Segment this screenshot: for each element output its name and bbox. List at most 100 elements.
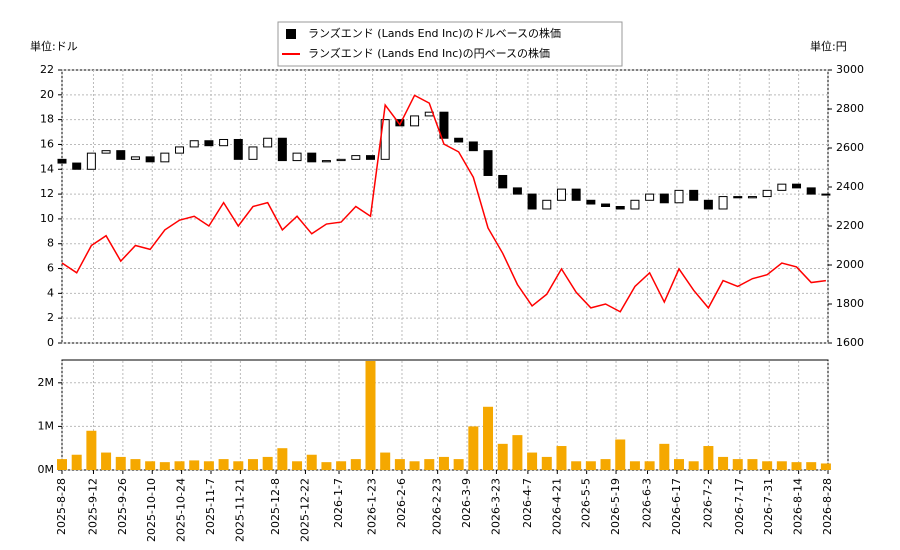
x-tick-label: 2025-8-28 bbox=[55, 478, 68, 535]
x-tick-label: 2026-6-3 bbox=[641, 478, 654, 528]
candle bbox=[439, 111, 449, 139]
volume-bar bbox=[424, 459, 435, 470]
volume-bar bbox=[644, 461, 655, 470]
candle bbox=[160, 152, 170, 163]
candle bbox=[189, 140, 199, 148]
x-tick-label: 2026-7-2 bbox=[701, 478, 714, 528]
candle bbox=[630, 199, 640, 210]
candle bbox=[175, 146, 185, 154]
volume-bar bbox=[820, 463, 831, 470]
volume-bar bbox=[306, 454, 317, 470]
candle bbox=[292, 152, 302, 162]
volume-bar bbox=[380, 452, 391, 470]
candle bbox=[219, 138, 229, 147]
volume-bar bbox=[541, 456, 552, 470]
candle bbox=[410, 115, 420, 127]
volume-bar bbox=[71, 454, 82, 470]
y2-tick-label: 1800 bbox=[836, 297, 864, 310]
candle bbox=[703, 199, 713, 210]
legend-label: ランズエンド (Lands End Inc)のドルベースの株価 bbox=[308, 26, 561, 40]
volume-bar bbox=[203, 461, 214, 470]
y2-tick-label: 3000 bbox=[836, 63, 864, 76]
y2-tick-label: 2800 bbox=[836, 102, 864, 115]
volume-bar bbox=[512, 435, 523, 470]
volume-bar bbox=[336, 461, 347, 470]
candle bbox=[659, 193, 669, 204]
y-tick-label: 18 bbox=[40, 113, 54, 126]
volume-bar bbox=[718, 456, 729, 470]
candle bbox=[321, 160, 331, 163]
x-tick-label: 2025-12-22 bbox=[298, 478, 311, 542]
volume-bar bbox=[350, 459, 361, 470]
volume-bar bbox=[409, 461, 420, 470]
candle bbox=[233, 138, 243, 160]
volume-bar bbox=[174, 461, 185, 470]
volume-bar bbox=[438, 456, 449, 470]
y-tick-label: 2 bbox=[47, 311, 54, 324]
y-tick-label: 2M bbox=[38, 376, 55, 389]
x-tick-label: 2026-7-17 bbox=[733, 478, 746, 535]
x-tick-label: 2026-1-7 bbox=[332, 478, 345, 528]
candle bbox=[248, 146, 258, 160]
candle bbox=[116, 150, 126, 160]
y2-tick-label: 2600 bbox=[836, 141, 864, 154]
candle bbox=[601, 203, 611, 208]
y-tick-label: 12 bbox=[40, 187, 54, 200]
volume-bar bbox=[703, 446, 714, 470]
volume-bar bbox=[277, 448, 288, 470]
candle bbox=[689, 189, 699, 201]
y-tick-label: 6 bbox=[47, 262, 54, 275]
x-tick-label: 2025-11-21 bbox=[233, 478, 246, 542]
x-tick-label: 2026-3-9 bbox=[460, 478, 473, 528]
x-tick-label: 2026-1-23 bbox=[366, 478, 379, 535]
candle bbox=[277, 137, 287, 162]
y2-tick-label: 1600 bbox=[836, 336, 864, 349]
legend bbox=[277, 21, 623, 67]
volume-bar bbox=[292, 461, 303, 470]
legend-label: ランズエンド (Lands End Inc)の円ベースの株価 bbox=[308, 46, 550, 60]
volume-bar bbox=[453, 459, 464, 470]
volume-bar bbox=[159, 462, 170, 470]
x-tick-label: 2026-5-19 bbox=[609, 478, 622, 535]
candle bbox=[571, 188, 581, 201]
y-tick-label: 1M bbox=[38, 419, 55, 432]
candle bbox=[365, 155, 375, 160]
x-tick-label: 2025-9-12 bbox=[86, 478, 99, 535]
y2-tick-label: 2200 bbox=[836, 219, 864, 232]
y2-tick-label: 2400 bbox=[836, 180, 864, 193]
volume-bar bbox=[130, 459, 141, 470]
candle bbox=[145, 156, 155, 163]
y2-axis-label: 単位:円 bbox=[810, 39, 847, 53]
candle bbox=[674, 189, 684, 204]
volume-bar bbox=[365, 361, 376, 470]
y-tick-label: 20 bbox=[40, 88, 54, 101]
candle bbox=[645, 193, 655, 201]
x-tick-label: 2026-6-17 bbox=[670, 478, 683, 535]
volume-bar bbox=[262, 456, 273, 470]
candle bbox=[204, 140, 214, 147]
y-axis-label: 単位:ドル bbox=[30, 39, 78, 53]
candle bbox=[307, 152, 317, 163]
volume-bar bbox=[468, 426, 479, 470]
candle bbox=[527, 193, 537, 210]
volume-bar bbox=[527, 452, 538, 470]
volume-bar bbox=[600, 459, 611, 470]
x-tick-label: 2026-3-23 bbox=[489, 478, 502, 535]
volume-bar bbox=[556, 446, 567, 470]
volume-bar bbox=[321, 462, 332, 470]
candle bbox=[762, 189, 772, 198]
volume-bar bbox=[747, 459, 758, 470]
candle bbox=[615, 206, 625, 210]
candle bbox=[101, 150, 111, 154]
volume-bar bbox=[218, 459, 229, 470]
candle bbox=[512, 187, 522, 195]
x-tick-label: 2025-9-26 bbox=[116, 478, 129, 535]
candle bbox=[72, 162, 82, 170]
y-tick-label: 4 bbox=[47, 286, 54, 299]
x-tick-label: 2025-12-8 bbox=[269, 478, 282, 535]
x-tick-label: 2026-7-31 bbox=[762, 478, 775, 535]
candle bbox=[821, 193, 831, 196]
x-tick-label: 2026-5-5 bbox=[580, 478, 593, 528]
y-tick-label: 0M bbox=[38, 463, 55, 476]
